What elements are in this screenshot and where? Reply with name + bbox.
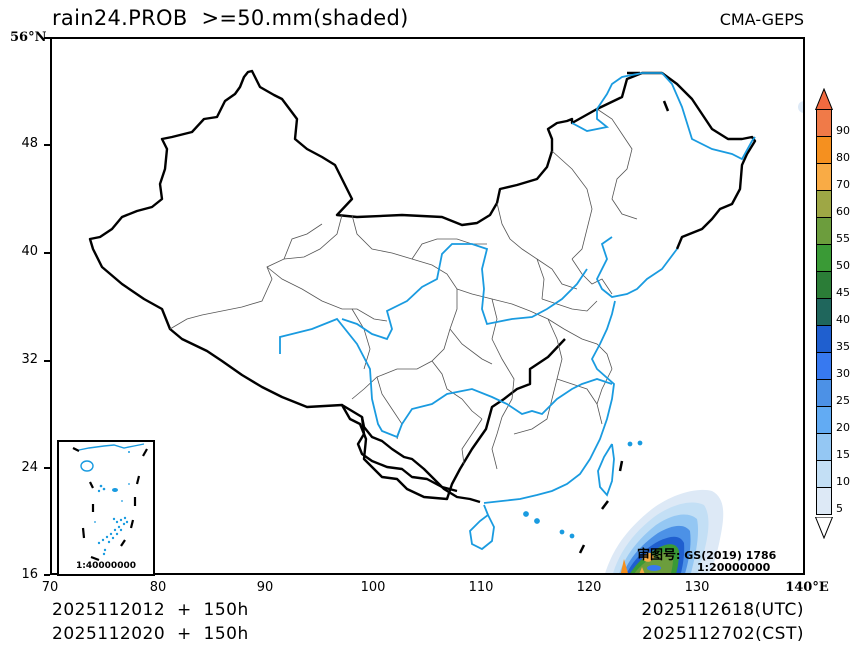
colorbar-label: 55: [836, 232, 850, 245]
valid-time-cst: 2025112702(CST): [642, 624, 804, 644]
colorbar-top-triangle: [814, 88, 834, 110]
x-tick-120: 120: [576, 580, 602, 595]
x-tick-110: 110: [468, 580, 494, 595]
country-border-south: [360, 416, 481, 504]
country-border: [88, 69, 757, 501]
colorbar-label: 5: [836, 502, 843, 515]
colorbar-segment: [816, 352, 832, 380]
y-tick-32: 32: [21, 352, 38, 367]
colorbar-segment: [816, 190, 832, 218]
colorbar-label: 60: [836, 205, 850, 218]
model-name: CMA-GEPS: [719, 10, 804, 29]
chart-title: rain24.PROB >=50.mm(shaded): [52, 6, 409, 30]
china-map: [88, 69, 803, 573]
province-borders: [169, 108, 638, 470]
x-tick-90: 90: [256, 580, 274, 595]
colorbar-segment: [816, 379, 832, 407]
colorbar-segment: [816, 109, 832, 137]
colorbar-label: 25: [836, 394, 850, 407]
x-tick-140: 140°E: [785, 580, 829, 595]
colorbar-segment: [816, 271, 832, 299]
colorbar-bottom-triangle: [814, 517, 834, 539]
map-scale: 1:20000000: [697, 561, 771, 574]
precip-shading: [605, 101, 803, 573]
colorbar-segment: [816, 163, 832, 191]
valid-time-utc: 2025112618(UTC): [641, 600, 804, 620]
colorbar-segment: [816, 298, 832, 326]
y-tick-24: 24: [21, 460, 38, 475]
colorbar-label: 45: [836, 286, 850, 299]
colorbar-label: 10: [836, 475, 850, 488]
south-china-sea-inset: 1:40000000: [57, 440, 155, 576]
colorbar-segment: [816, 433, 832, 461]
colorbar-segments: [816, 109, 832, 515]
y-tick-mark: [44, 467, 50, 469]
y-tick-mark: [44, 37, 50, 39]
y-tick-40: 40: [21, 244, 38, 259]
colorbar-label: 35: [836, 340, 850, 353]
inset-map: [72, 443, 148, 562]
x-tick-70: 70: [41, 580, 59, 595]
colorbar-label: 50: [836, 259, 850, 272]
colorbar-label: 90: [836, 124, 850, 137]
colorbar-segment: [816, 487, 832, 515]
rivers-coastline: [279, 72, 756, 551]
review-label: 审图号: [637, 548, 677, 563]
y-tick-48: 48: [21, 136, 38, 151]
map-frame: [50, 37, 805, 575]
colorbar-segment: [816, 136, 832, 164]
y-tick-56: 56°N: [10, 30, 47, 45]
init-time-cst: 2025112020 + 150h: [52, 624, 249, 644]
init-time-utc: 2025112012 + 150h: [52, 600, 249, 620]
colorbar-segment: [816, 406, 832, 434]
colorbar-label: 30: [836, 367, 850, 380]
maritime-dashes: [578, 71, 670, 554]
x-tick-130: 130: [684, 580, 710, 595]
colorbar-segment: [816, 325, 832, 353]
colorbar-label: 40: [836, 313, 850, 326]
colorbar-segment: [816, 460, 832, 488]
colorbar-label: 20: [836, 421, 850, 434]
x-tick-100: 100: [360, 580, 386, 595]
inset-scale: 1:40000000: [76, 561, 136, 571]
y-tick-mark: [44, 252, 50, 254]
x-tick-80: 80: [149, 580, 167, 595]
y-tick-mark: [44, 574, 50, 576]
review-number: : GS(2019) 1786: [676, 549, 777, 562]
y-tick-mark: [44, 144, 50, 146]
colorbar-label: 15: [836, 448, 850, 461]
colorbar-segment: [816, 244, 832, 272]
colorbar-label: 70: [836, 178, 850, 191]
colorbar-segment: [816, 217, 832, 245]
y-tick-mark: [44, 360, 50, 362]
y-tick-16: 16: [21, 567, 38, 582]
country-border-sw: [341, 403, 458, 493]
map-review-number: 审图号: GS(2019) 1786: [637, 544, 776, 563]
colorbar-label: 80: [836, 151, 850, 164]
